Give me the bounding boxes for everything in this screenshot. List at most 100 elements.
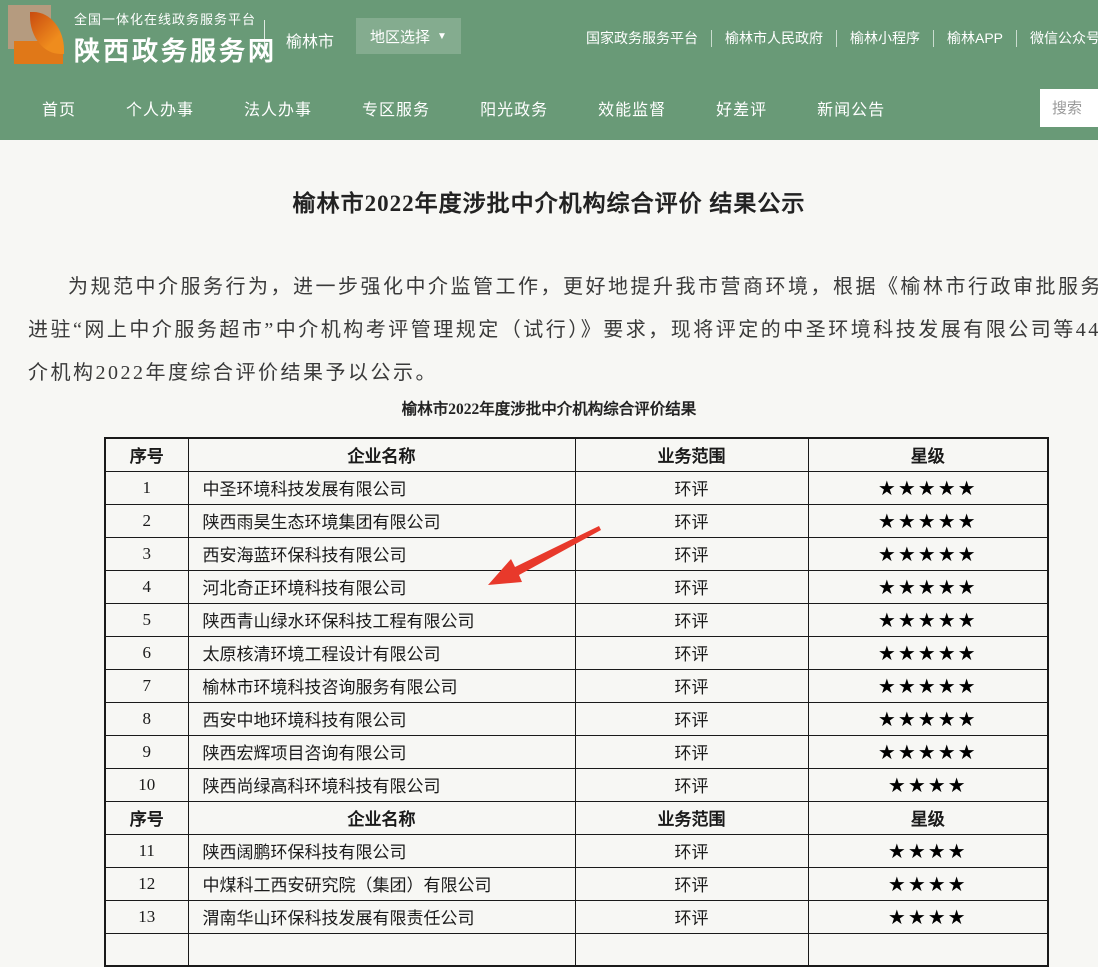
company-name: 中圣环境科技发展有限公司 bbox=[187, 470, 576, 505]
business-scope: 环评 bbox=[574, 767, 809, 802]
divider bbox=[933, 29, 934, 47]
table-row: 13 渭南华山环保科技发展有限责任公司 环评 ★★★★ bbox=[104, 899, 1049, 934]
company-name: 西安海蓝环保科技有限公司 bbox=[187, 536, 576, 571]
business-scope: 环评 bbox=[574, 635, 809, 670]
chevron-down-icon: ▼ bbox=[437, 30, 447, 42]
company-name: 陕西阔鹏环保科技有限公司 bbox=[187, 833, 576, 868]
star-rating: ★★★★★ bbox=[807, 668, 1049, 703]
star-rating: ★★★★★ bbox=[807, 536, 1049, 571]
site-header: 全国一体化在线政务服务平台 陕西政务服务网 榆林市 地区选择 ▼ 国家政务服务平… bbox=[0, 0, 1098, 76]
announcement-paragraph: 为规范中介服务行为，进一步强化中介监管工作，更好地提升我市营商环境，根据《榆林市… bbox=[28, 266, 1098, 395]
nav-item-news[interactable]: 新闻公告 bbox=[817, 102, 886, 119]
row-number: 6 bbox=[104, 635, 189, 670]
table-row: 1 中圣环境科技发展有限公司 环评 ★★★★★ bbox=[104, 470, 1049, 505]
row-number: 13 bbox=[104, 899, 189, 934]
search-input[interactable] bbox=[1040, 89, 1098, 127]
site-name: 陕西政务服务网 bbox=[74, 36, 278, 66]
company-name: 陕西青山绿水环保科技工程有限公司 bbox=[187, 602, 576, 637]
article: 榆林市2022年度涉批中介机构综合评价 结果公示 为规范中介服务行为，进一步强化… bbox=[0, 140, 1098, 967]
business-scope: 环评 bbox=[574, 503, 809, 538]
column-header: 业务范围 bbox=[574, 800, 809, 835]
header-links: 国家政务服务平台 榆林市人民政府 榆林小程序 榆林APP 微信公众号 注册 bbox=[573, 0, 1098, 76]
star-rating: ★★★★★ bbox=[807, 602, 1049, 637]
table-row: 5 陕西青山绿水环保科技工程有限公司 环评 ★★★★★ bbox=[104, 602, 1049, 637]
paragraph-line: 介机构2022年度综合评价结果予以公示。 bbox=[28, 362, 438, 384]
star-rating: ★★★★★ bbox=[807, 470, 1049, 505]
nav-item-rating[interactable]: 好差评 bbox=[716, 102, 768, 119]
company-name: 榆林市环境科技咨询服务有限公司 bbox=[187, 668, 576, 703]
row-number bbox=[104, 932, 189, 967]
star-rating: ★★★★ bbox=[807, 767, 1049, 802]
company-name: 陕西尚绿高科环境科技有限公司 bbox=[187, 767, 576, 802]
row-number: 2 bbox=[104, 503, 189, 538]
nav-item-efficiency[interactable]: 效能监督 bbox=[598, 102, 667, 119]
table-header-row: 序号 企业名称 业务范围 星级 bbox=[104, 437, 1049, 472]
company-name: 陕西雨昊生态环境集团有限公司 bbox=[187, 503, 576, 538]
divider bbox=[1016, 29, 1018, 47]
platform-tagline: 全国一体化在线政务服务平台 bbox=[74, 12, 257, 27]
table-row: 3 西安海蓝环保科技有限公司 环评 ★★★★★ bbox=[104, 536, 1049, 571]
divider bbox=[264, 20, 265, 58]
column-header: 星级 bbox=[807, 800, 1049, 835]
table-row: 2 陕西雨昊生态环境集团有限公司 环评 ★★★★★ bbox=[104, 503, 1049, 538]
current-city-label: 榆林市 bbox=[286, 34, 335, 51]
star-rating: ★★★★★ bbox=[807, 569, 1049, 604]
row-number: 4 bbox=[104, 569, 189, 604]
page-title: 榆林市2022年度涉批中介机构综合评价 结果公示 bbox=[292, 191, 806, 216]
link-city-government[interactable]: 榆林市人民政府 bbox=[725, 30, 823, 46]
business-scope: 环评 bbox=[574, 734, 809, 769]
nav-item-home[interactable]: 首页 bbox=[42, 102, 77, 119]
table-header-row: 序号 企业名称 业务范围 星级 bbox=[104, 800, 1049, 835]
link-national-platform[interactable]: 国家政务服务平台 bbox=[586, 30, 698, 46]
row-number: 3 bbox=[104, 536, 189, 571]
column-header: 业务范围 bbox=[574, 437, 809, 472]
company-name: 中煤科工西安研究院（集团）有限公司 bbox=[187, 866, 576, 901]
nav-items: 首页 个人办事 法人办事 专区服务 阳光政务 效能监督 好差评 新闻公告 bbox=[42, 76, 885, 140]
row-number: 9 bbox=[104, 734, 189, 769]
table-row: 12 中煤科工西安研究院（集团）有限公司 环评 ★★★★ bbox=[104, 866, 1049, 901]
table-row: 10 陕西尚绿高科环境科技有限公司 环评 ★★★★ bbox=[104, 767, 1049, 802]
row-number: 5 bbox=[104, 602, 189, 637]
link-app[interactable]: 榆林APP bbox=[947, 30, 1004, 46]
paragraph-line: 为规范中介服务行为，进一步强化中介监管工作，更好地提升我市营商环境，根据《榆林市… bbox=[68, 276, 1098, 298]
business-scope: 环评 bbox=[574, 899, 809, 934]
column-header: 星级 bbox=[807, 437, 1049, 472]
nav-item-legal[interactable]: 法人办事 bbox=[244, 102, 313, 119]
table-row: 6 太原核清环境工程设计有限公司 环评 ★★★★★ bbox=[104, 635, 1049, 670]
link-wechat[interactable]: 微信公众号 bbox=[1030, 30, 1098, 46]
table-caption: 榆林市2022年度涉批中介机构综合评价结果 bbox=[401, 401, 697, 418]
row-number: 7 bbox=[104, 668, 189, 703]
site-brand: 全国一体化在线政务服务平台 陕西政务服务网 bbox=[74, 9, 277, 68]
business-scope: 环评 bbox=[574, 536, 809, 571]
nav-item-zone[interactable]: 专区服务 bbox=[362, 102, 431, 119]
table-row: 11 陕西阔鹏环保科技有限公司 环评 ★★★★ bbox=[104, 833, 1049, 868]
region-select-label: 地区选择 bbox=[370, 28, 431, 46]
nav-item-sunshine[interactable]: 阳光政务 bbox=[480, 102, 549, 119]
nav-item-personal[interactable]: 个人办事 bbox=[126, 102, 195, 119]
link-mini-program[interactable]: 榆林小程序 bbox=[850, 30, 920, 46]
star-rating: ★★★★★ bbox=[807, 701, 1049, 736]
paragraph-line: 进驻“网上中介服务超市”中介机构考评管理规定（试行）》要求，现将评定的中圣环境科… bbox=[28, 319, 1098, 341]
main-nav: 首页 个人办事 法人办事 专区服务 阳光政务 效能监督 好差评 新闻公告 bbox=[0, 76, 1098, 140]
row-number: 12 bbox=[104, 866, 189, 901]
row-number: 1 bbox=[104, 470, 189, 505]
divider bbox=[836, 29, 837, 47]
company-name: 渭南华山环保科技发展有限责任公司 bbox=[187, 899, 576, 934]
business-scope: 环评 bbox=[574, 701, 809, 736]
table-row: 9 陕西宏辉项目咨询有限公司 环评 ★★★★★ bbox=[104, 734, 1049, 769]
column-header: 序号 bbox=[104, 800, 189, 835]
table-row bbox=[104, 932, 1049, 967]
company-name: 河北奇正环境科技有限公司 bbox=[187, 569, 576, 604]
business-scope: 环评 bbox=[574, 866, 809, 901]
star-rating bbox=[807, 932, 1049, 967]
site-logo bbox=[8, 5, 64, 64]
region-select-button[interactable]: 地区选择 ▼ bbox=[356, 18, 461, 54]
star-rating: ★★★★★ bbox=[807, 635, 1049, 670]
star-rating: ★★★★ bbox=[807, 833, 1049, 868]
column-header: 企业名称 bbox=[187, 437, 576, 472]
column-header: 企业名称 bbox=[187, 800, 576, 835]
row-number: 11 bbox=[104, 833, 189, 868]
star-rating: ★★★★★ bbox=[807, 503, 1049, 538]
star-rating: ★★★★ bbox=[807, 866, 1049, 901]
star-rating: ★★★★★ bbox=[807, 734, 1049, 769]
